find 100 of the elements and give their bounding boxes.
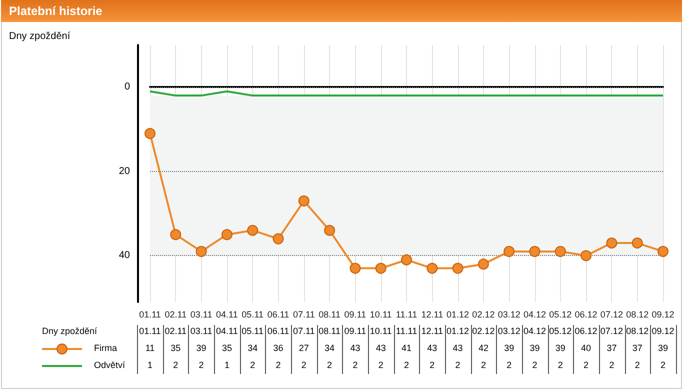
x-tick-label: 02.12 — [472, 310, 495, 320]
data-label: 2 — [506, 359, 513, 372]
data-label: 2 — [582, 359, 590, 372]
category-label: 04.11 — [216, 326, 238, 336]
category-label: 02.12 — [472, 326, 495, 336]
data-label: 2 — [274, 359, 282, 372]
data-label: 37 — [631, 342, 644, 355]
point — [375, 262, 386, 274]
x-tick-label: 06.12 — [574, 310, 598, 320]
category-label: 09.11 — [344, 326, 366, 336]
data-label: 2 — [249, 359, 256, 372]
category-label: 06.11 — [267, 326, 290, 336]
x-tick-label: 05.12 — [549, 310, 572, 320]
data-label: 43 — [452, 342, 464, 355]
data-label: 43 — [374, 342, 387, 355]
data-label: 39 — [528, 342, 541, 355]
point — [272, 233, 284, 244]
text: Dny zpoždění — [9, 31, 70, 42]
data-label: 39 — [503, 342, 516, 355]
legend-label: Firma — [94, 343, 117, 353]
x-tick-label: 03.12 — [498, 310, 520, 320]
point — [580, 250, 592, 262]
data-label: 2 — [377, 359, 384, 372]
chart-title: Platební historie — [1, 0, 682, 22]
data-label: 2 — [402, 359, 410, 372]
data-label: 40 — [580, 342, 592, 355]
data-label: 2 — [659, 359, 666, 372]
category-label: 07.12 — [600, 326, 623, 336]
category-label: 07.11 — [292, 326, 315, 336]
data-label: 11 — [144, 342, 156, 355]
data-label: 2 — [634, 359, 641, 372]
category-label: 01.12 — [446, 326, 470, 336]
category-label: 11.11 — [396, 326, 418, 336]
data-label: 43 — [349, 342, 362, 355]
data-label: 34 — [324, 342, 336, 355]
category-label: 08.11 — [318, 326, 340, 336]
y-tick-label: 0 — [124, 82, 130, 93]
data-label: 37 — [606, 342, 618, 355]
category-label: 09.12 — [652, 326, 674, 336]
data-label: 2 — [608, 359, 616, 372]
data-label: 39 — [195, 342, 208, 355]
category-label: 05.11 — [242, 326, 264, 336]
point — [426, 262, 438, 274]
point — [529, 246, 540, 257]
point — [298, 195, 310, 206]
data-label: 2 — [454, 359, 462, 372]
x-tick-label: 02.11 — [164, 310, 187, 320]
data-label: 1 — [146, 359, 154, 372]
category-label: 02.11 — [164, 326, 187, 336]
x-tick-label: 04.11 — [216, 310, 238, 320]
x-tick-label: 12.11 — [421, 310, 444, 320]
data-label: 41 — [400, 342, 412, 355]
point — [606, 238, 618, 249]
data-label: 2 — [172, 359, 180, 372]
data-label: 35 — [220, 342, 233, 355]
category-label: 12.11 — [421, 326, 444, 336]
data-label: 39 — [656, 342, 669, 355]
x-tick-label: 01.12 — [446, 310, 470, 320]
data-label: 39 — [554, 342, 566, 355]
x-tick-label: 08.12 — [626, 310, 649, 320]
category-label: 10.11 — [370, 326, 392, 336]
x-tick-label: 11.11 — [396, 310, 418, 320]
x-tick-label: 01.11 — [139, 310, 161, 320]
category-label: 03.11 — [190, 326, 212, 336]
x-tick-label: 05.11 — [242, 310, 264, 320]
data-label: 2 — [556, 359, 564, 372]
point — [324, 224, 336, 236]
data-label: 43 — [426, 342, 438, 355]
data-label: 2 — [198, 359, 205, 372]
legend-label: Odvětví — [94, 360, 126, 370]
data-label: 2 — [352, 359, 359, 372]
category-label: 05.12 — [549, 326, 572, 336]
y-tick-label: 20 — [118, 166, 130, 177]
point — [170, 229, 182, 240]
point — [144, 128, 156, 139]
data-label: 27 — [298, 342, 310, 355]
x-tick-label: 08.11 — [318, 310, 340, 320]
x-tick-label: 07.11 — [292, 310, 315, 320]
x-tick-label: 09.11 — [344, 310, 366, 320]
point — [478, 258, 489, 270]
data-label: 36 — [272, 342, 284, 355]
data-label: 42 — [477, 342, 490, 355]
point — [196, 246, 207, 257]
data-label: 2 — [300, 359, 308, 372]
x-tick-label: 09.12 — [652, 310, 674, 320]
x-tick-label: 10.11 — [370, 310, 392, 320]
point — [401, 254, 412, 266]
y-axis-title: Dny zpoždění — [42, 325, 98, 338]
x-tick-label: 07.12 — [600, 310, 623, 320]
category-label: 01.11 — [139, 326, 161, 336]
y-tick-label: 40 — [118, 250, 130, 262]
data-label: 34 — [246, 342, 259, 355]
category-label: 03.12 — [498, 326, 520, 336]
data-label: 2 — [480, 359, 487, 372]
point — [658, 246, 668, 257]
category-label: 06.12 — [574, 326, 598, 336]
point — [221, 229, 232, 240]
point — [554, 246, 566, 257]
data-label: 2 — [531, 359, 538, 372]
point — [504, 246, 515, 257]
